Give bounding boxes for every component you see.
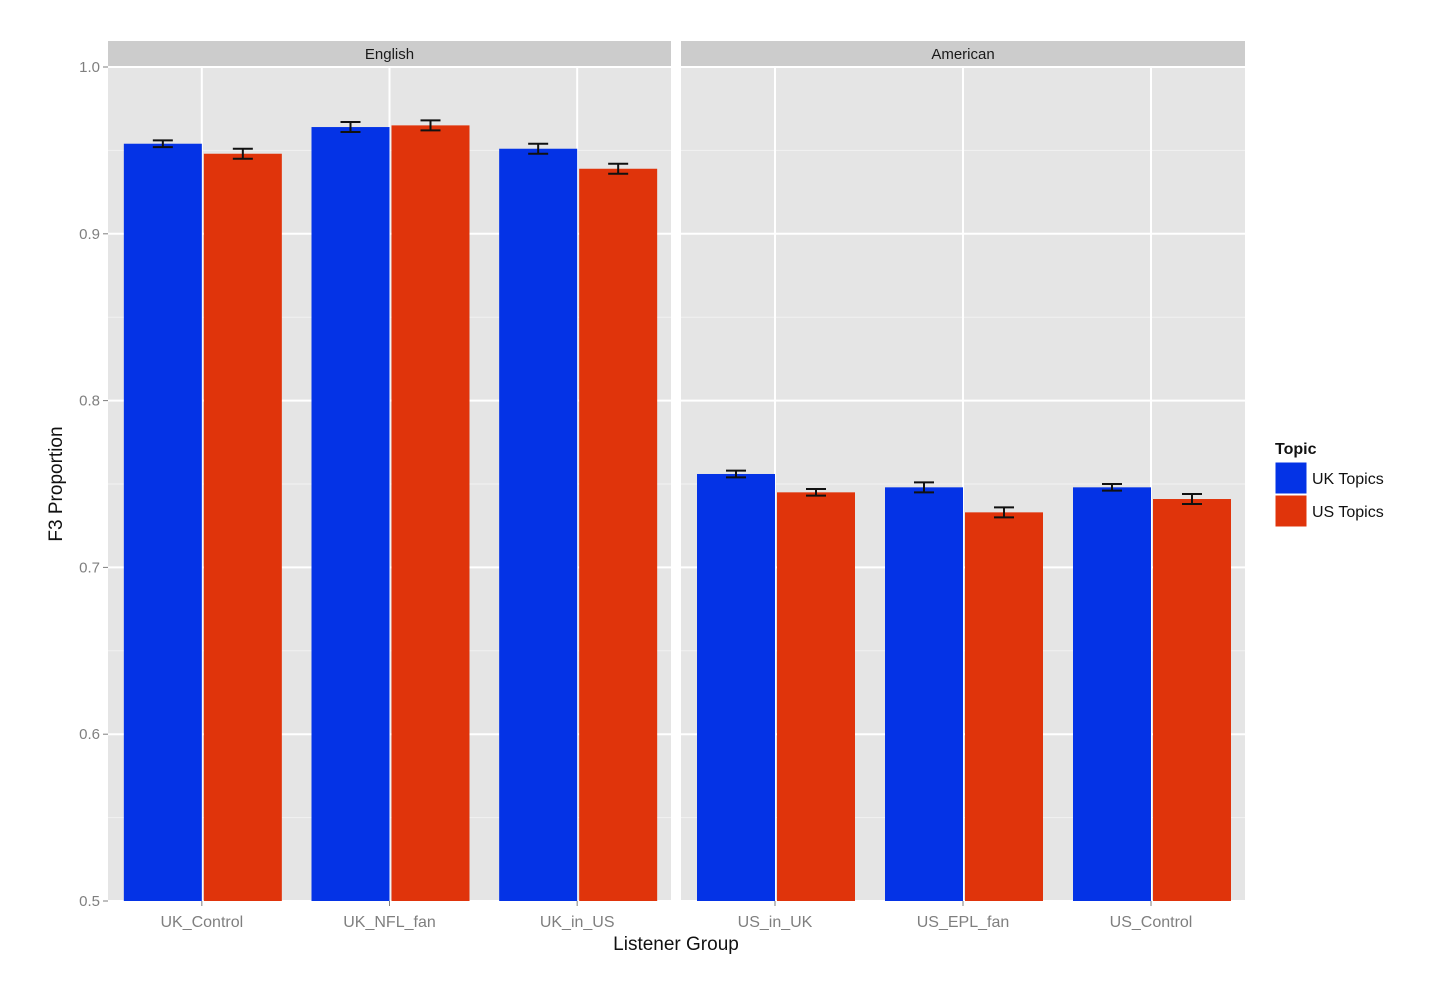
bar-uk-topics (697, 473, 775, 901)
bar-uk-topics (885, 487, 963, 901)
y-tick-label: 0.6 (79, 726, 100, 743)
legend-key (1274, 494, 1308, 528)
facet-strip (681, 41, 1245, 66)
bar-uk-topics (1073, 487, 1151, 901)
legend-label: US Topics (1312, 504, 1384, 521)
bar-us-topics (579, 168, 658, 902)
bar-uk-topics (499, 148, 578, 901)
x-axis-label: Listener Group (613, 934, 739, 955)
legend-title: Topic (1275, 441, 1317, 458)
y-tick-label: 1.0 (79, 59, 100, 76)
facet-label: English (365, 46, 414, 63)
y-axis-label: F3 Proportion (46, 426, 67, 541)
legend-label: UK Topics (1312, 471, 1384, 488)
bar-us-topics (1153, 499, 1231, 901)
x-tick-label: US_EPL_fan (917, 914, 1010, 931)
y-tick-label: 0.8 (79, 393, 100, 410)
x-tick-label: US_Control (1110, 914, 1193, 931)
bar-us-topics (777, 492, 855, 901)
y-tick-label: 0.7 (79, 559, 100, 576)
bar-us-topics (203, 153, 282, 902)
x-tick-label: UK_in_US (540, 914, 615, 931)
x-tick-label: UK_Control (160, 914, 243, 931)
facet-label: American (931, 46, 994, 63)
y-tick-label: 0.9 (79, 226, 100, 243)
y-tick-label: 0.5 (79, 893, 100, 910)
bar-uk-topics (311, 127, 390, 902)
legend-key (1274, 461, 1308, 495)
bar-us-topics (965, 512, 1043, 901)
bar-uk-topics (123, 143, 202, 901)
facet-strip (108, 41, 671, 66)
x-tick-label: UK_NFL_fan (343, 914, 436, 931)
bar-us-topics (391, 125, 470, 901)
x-tick-label: US_in_UK (738, 914, 813, 931)
